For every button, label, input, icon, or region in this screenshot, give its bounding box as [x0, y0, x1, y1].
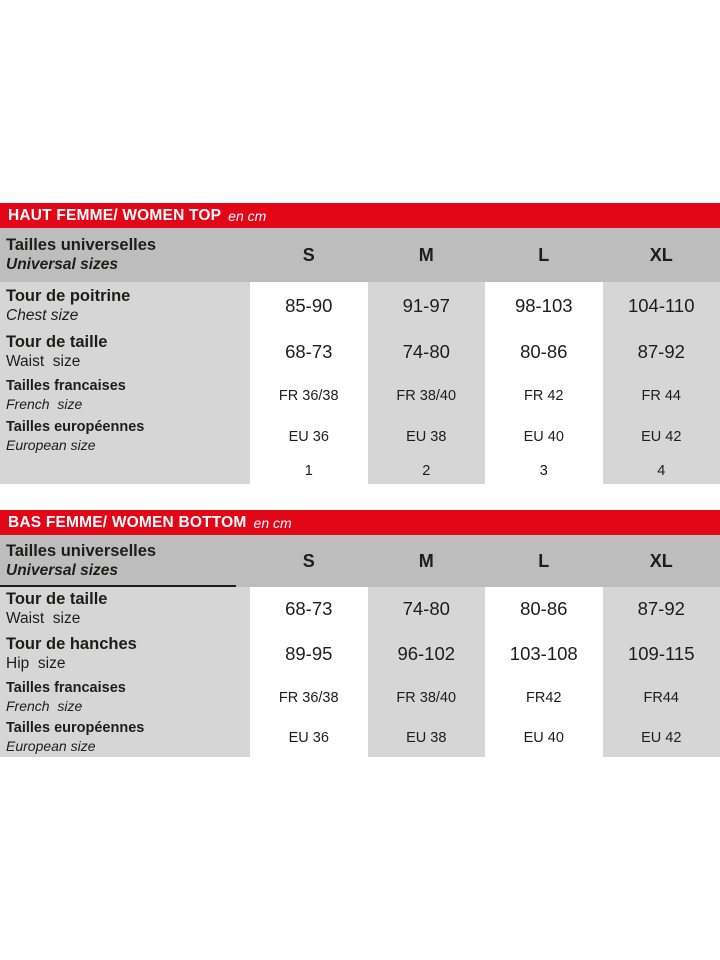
european-sizes-row: Tailles européennes European size EU 36 … [0, 417, 720, 457]
women-bottom-size-table: BAS FEMME/ WOMEN BOTTOM en cm Tailles un… [0, 510, 720, 757]
european-sizes-row: Tailles européennes European size EU 36 … [0, 719, 720, 757]
size-value-cell: FR 42 [524, 387, 564, 404]
french-sizes-label-fr: Tailles francaises [6, 377, 126, 394]
french-sizes-label: Tailles francaises French size [0, 677, 250, 719]
size-value-cell: 68-73 [285, 598, 333, 619]
chest-size-label-fr: Tour de poitrine [6, 286, 131, 305]
size-value-cell: 4 [602, 457, 720, 484]
size-value-cell: 3 [539, 462, 548, 479]
universal-sizes-label-en: Universal sizes [6, 562, 119, 580]
size-value-cell: 2 [367, 457, 485, 484]
size-value-cell: 74-80 [367, 329, 485, 374]
column-header-m: M [418, 550, 434, 571]
size-value-cell: EU 38 [367, 719, 485, 757]
size-value-cell: FR 38/40 [367, 374, 485, 417]
size-value-cell: FR42 [526, 690, 562, 706]
women-top-size-header-row: Tailles universelles Universal sizes S M… [0, 228, 720, 282]
size-value-cell: 104-110 [602, 282, 720, 329]
column-header-xl: XL [649, 550, 673, 571]
size-value-cell: 68-73 [285, 340, 333, 362]
french-sizes-label-en: French size [6, 395, 83, 412]
numeric-sizes-row: 1 2 3 4 [0, 457, 720, 484]
numeric-sizes-empty-label [0, 457, 250, 484]
size-value-cell: 87-92 [602, 587, 720, 631]
women-bottom-size-header-row: Tailles universelles Universal sizes S M… [0, 535, 720, 587]
women-bottom-table-title: BAS FEMME/ WOMEN BOTTOM [8, 513, 247, 531]
european-sizes-label-fr: Tailles européennes [6, 720, 145, 737]
universal-sizes-label-en: Universal sizes [6, 256, 119, 274]
chest-size-row: Tour de poitrine Chest size 85-90 91-97 … [0, 282, 720, 329]
universal-sizes-label-fr: Tailles universelles [6, 542, 157, 561]
size-value-cell: 85-90 [285, 294, 333, 316]
hip-size-label-fr: Tour de hanches [6, 635, 137, 654]
size-value-cell: FR 44 [602, 374, 720, 417]
column-header-xl: XL [649, 244, 673, 265]
size-value-cell: 103-108 [509, 643, 578, 664]
french-sizes-row: Tailles francaises French size FR 36/38 … [0, 374, 720, 417]
women-bottom-unit-label: en cm [253, 514, 292, 531]
column-header-l: L [538, 244, 550, 265]
waist-size-row: Tour de taille Waist size 68-73 74-80 80… [0, 329, 720, 374]
women-top-table-title: HAUT FEMME/ WOMEN TOP [8, 206, 222, 224]
size-value-cell: FR 36/38 [278, 690, 339, 706]
size-value-cell: FR 38/40 [367, 677, 485, 719]
waist-size-label: Tour de taille Waist size [0, 329, 250, 374]
size-value-cell: EU 36 [288, 730, 329, 746]
french-sizes-label: Tailles francaises French size [0, 374, 250, 417]
size-value-cell: EU 42 [602, 719, 720, 757]
size-value-cell: 98-103 [514, 294, 573, 316]
european-sizes-label-fr: Tailles européennes [6, 419, 145, 436]
size-value-cell: EU 40 [523, 429, 564, 445]
waist-size-label-fr: Tour de taille [6, 332, 108, 351]
women-bottom-table-title-bar: BAS FEMME/ WOMEN BOTTOM en cm [0, 510, 720, 535]
size-value-cell: 80-86 [520, 340, 568, 362]
size-value-cell: 109-115 [602, 631, 720, 677]
european-sizes-label: Tailles européennes European size [0, 417, 250, 457]
size-value-cell: EU 38 [367, 417, 485, 457]
column-header-s: S [302, 244, 315, 265]
chest-size-label: Tour de poitrine Chest size [0, 282, 250, 329]
waist-size-label-fr: Tour de taille [6, 590, 108, 609]
size-value-cell: 87-92 [602, 329, 720, 374]
european-sizes-label-en: European size [6, 437, 96, 454]
waist-size-label-en: Waist size [6, 610, 81, 628]
hip-size-label-en: Hip size [6, 655, 66, 673]
universal-sizes-label: Tailles universelles Universal sizes [0, 228, 250, 282]
chest-size-label-en: Chest size [6, 306, 79, 324]
french-sizes-label-en: French size [6, 698, 83, 715]
women-top-table-title-bar: HAUT FEMME/ WOMEN TOP en cm [0, 203, 720, 228]
european-sizes-label: Tailles européennes European size [0, 719, 250, 757]
french-sizes-row: Tailles francaises French size FR 36/38 … [0, 677, 720, 719]
size-value-cell: 80-86 [520, 598, 568, 619]
size-value-cell: FR 36/38 [278, 387, 339, 404]
size-value-cell: EU 42 [602, 417, 720, 457]
size-value-cell: 1 [304, 462, 313, 479]
column-header-s: S [302, 550, 315, 571]
women-top-unit-label: en cm [228, 207, 267, 224]
column-header-l: L [538, 550, 550, 571]
french-sizes-label-fr: Tailles francaises [6, 680, 126, 697]
hip-size-row: Tour de hanches Hip size 89-95 96-102 10… [0, 631, 720, 677]
universal-sizes-label: Tailles universelles Universal sizes [0, 535, 250, 587]
size-value-cell: 96-102 [367, 631, 485, 677]
waist-size-label-en: Waist size [6, 352, 81, 370]
size-value-cell: 91-97 [367, 282, 485, 329]
size-value-cell: FR44 [602, 677, 720, 719]
column-header-m: M [418, 244, 434, 265]
waist-size-row: Tour de taille Waist size 68-73 74-80 80… [0, 587, 720, 631]
european-sizes-label-en: European size [6, 738, 96, 755]
waist-size-label: Tour de taille Waist size [0, 587, 250, 631]
hip-size-label: Tour de hanches Hip size [0, 631, 250, 677]
size-value-cell: EU 36 [288, 429, 329, 445]
size-value-cell: 74-80 [367, 587, 485, 631]
size-value-cell: EU 40 [523, 730, 564, 746]
women-top-size-table: HAUT FEMME/ WOMEN TOP en cm Tailles univ… [0, 203, 720, 484]
size-value-cell: 89-95 [285, 643, 333, 664]
universal-sizes-label-fr: Tailles universelles [6, 236, 157, 255]
